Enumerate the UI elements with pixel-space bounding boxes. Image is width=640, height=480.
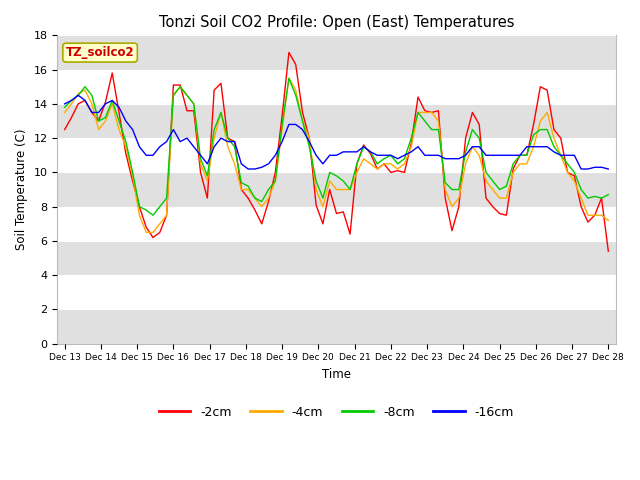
Title: Tonzi Soil CO2 Profile: Open (East) Temperatures: Tonzi Soil CO2 Profile: Open (East) Temp… xyxy=(159,15,514,30)
Bar xyxy=(58,36,616,70)
X-axis label: Time: Time xyxy=(322,368,351,381)
Y-axis label: Soil Temperature (C): Soil Temperature (C) xyxy=(15,129,28,250)
Bar xyxy=(58,172,616,207)
Legend: -2cm, -4cm, -8cm, -16cm: -2cm, -4cm, -8cm, -16cm xyxy=(154,401,519,424)
Text: TZ_soilco2: TZ_soilco2 xyxy=(66,46,134,59)
Bar xyxy=(58,241,616,275)
Bar xyxy=(58,104,616,138)
Bar xyxy=(58,310,616,344)
